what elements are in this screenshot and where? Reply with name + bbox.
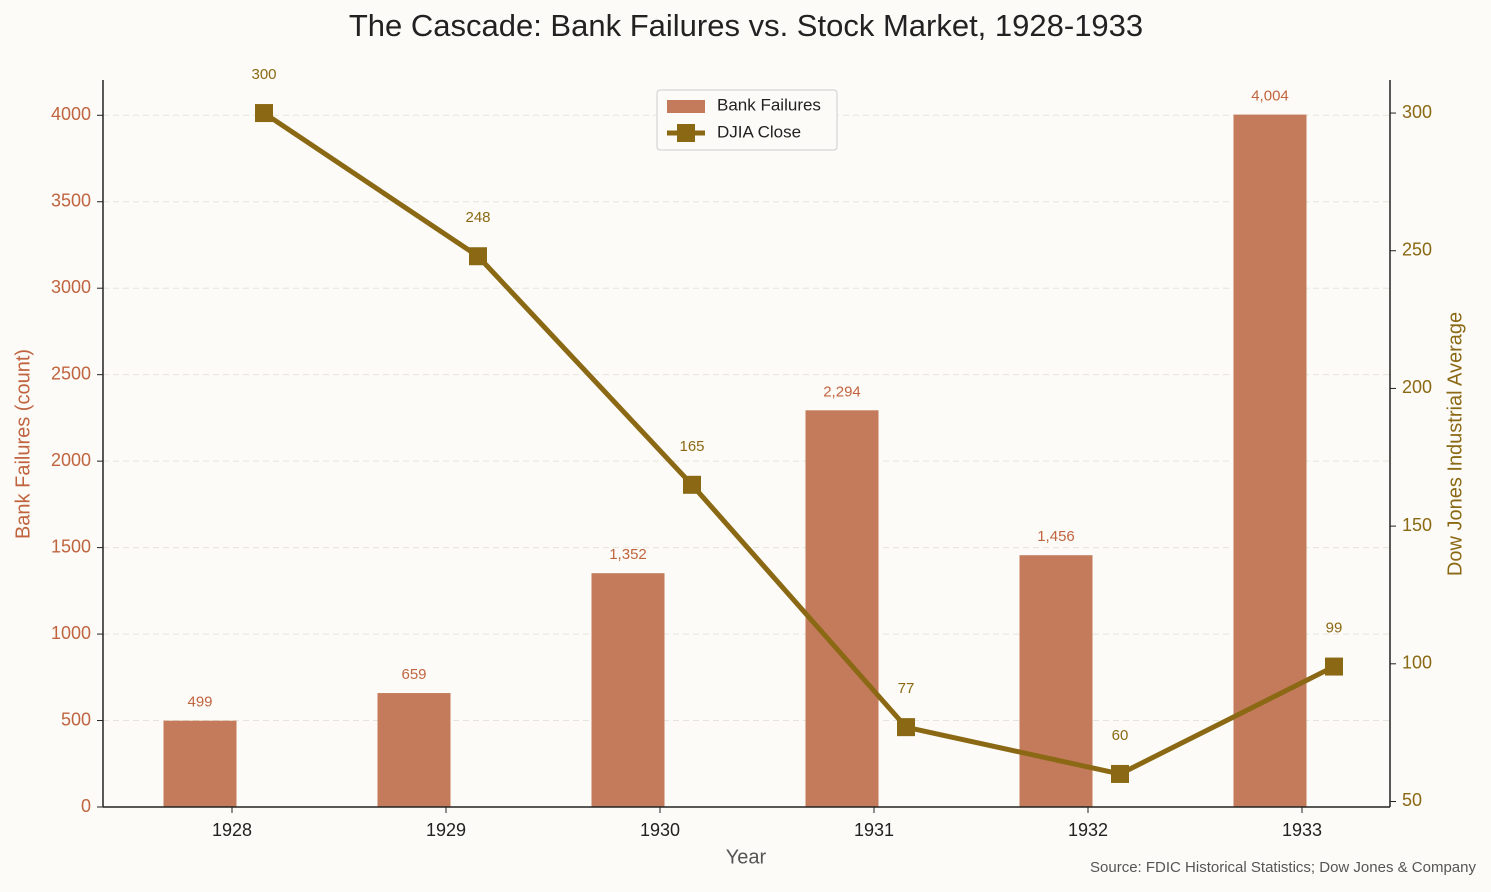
line (262, 110, 1336, 777)
x-axis-label: Year (726, 846, 767, 868)
value-label: 2,294 (823, 383, 861, 400)
value-label: 248 (465, 209, 490, 226)
x-tick-label: 1929 (426, 820, 466, 840)
legend-swatch (667, 100, 705, 113)
legend-label: DJIA Close (717, 122, 801, 141)
value-label: 77 (898, 680, 915, 697)
y-tick-label: 4000 (51, 104, 91, 124)
x-tick-label: 1930 (640, 820, 680, 840)
x-tick-label: 1928 (212, 820, 252, 840)
y-tick-label: 500 (61, 709, 91, 729)
bar (377, 693, 451, 807)
y-axis-label: Bank Failures (count) (12, 349, 34, 539)
value-label: 99 (1326, 620, 1343, 637)
bar (805, 410, 879, 807)
line-marker (683, 475, 701, 494)
x-tick-label: 1932 (1068, 820, 1108, 840)
value-label: 300 (251, 66, 276, 83)
y-tick-label: 2000 (51, 450, 91, 470)
y-tick-label: 1500 (51, 536, 91, 556)
value-label: 1,352 (609, 546, 647, 563)
y2-axis-label: Dow Jones Industrial Average (1444, 312, 1466, 576)
y-tick-label: 2500 (51, 363, 91, 383)
y-tick-label: 1000 (51, 623, 91, 643)
value-label: 165 (679, 438, 704, 455)
value-label: 659 (401, 666, 426, 683)
y2-tick-label: 250 (1402, 239, 1432, 259)
chart-title: The Cascade: Bank Failures vs. Stock Mar… (349, 8, 1143, 43)
bar (591, 573, 665, 807)
line-marker (1325, 657, 1343, 676)
line-marker (469, 247, 487, 266)
y-tick-label: 0 (81, 796, 91, 816)
y-tick-label: 3500 (51, 190, 91, 210)
value-label: 4,004 (1251, 88, 1289, 105)
bar (1233, 114, 1307, 807)
y2-tick-label: 200 (1402, 377, 1432, 397)
source-note: Source: FDIC Historical Statistics; Dow … (1090, 859, 1476, 876)
y2-tick-label: 50 (1402, 790, 1422, 810)
legend: Bank Failures DJIA Close (656, 89, 838, 151)
value-label: 499 (187, 694, 212, 711)
y2-tick-label: 100 (1402, 653, 1432, 673)
line-marker (255, 104, 273, 123)
bar (163, 720, 237, 807)
value-label: 60 (1112, 727, 1129, 744)
value-label: 1,456 (1037, 528, 1075, 545)
line-marker (897, 718, 915, 737)
y-tick-label: 3000 (51, 277, 91, 297)
legend-marker (677, 124, 695, 142)
x-tick-label: 1931 (854, 820, 894, 840)
y2-tick-label: 150 (1402, 515, 1432, 535)
bar (1019, 555, 1093, 807)
y2-tick-label: 300 (1402, 102, 1432, 122)
line-marker (1111, 764, 1129, 783)
legend-label: Bank Failures (717, 95, 821, 114)
x-tick-label: 1933 (1282, 820, 1322, 840)
